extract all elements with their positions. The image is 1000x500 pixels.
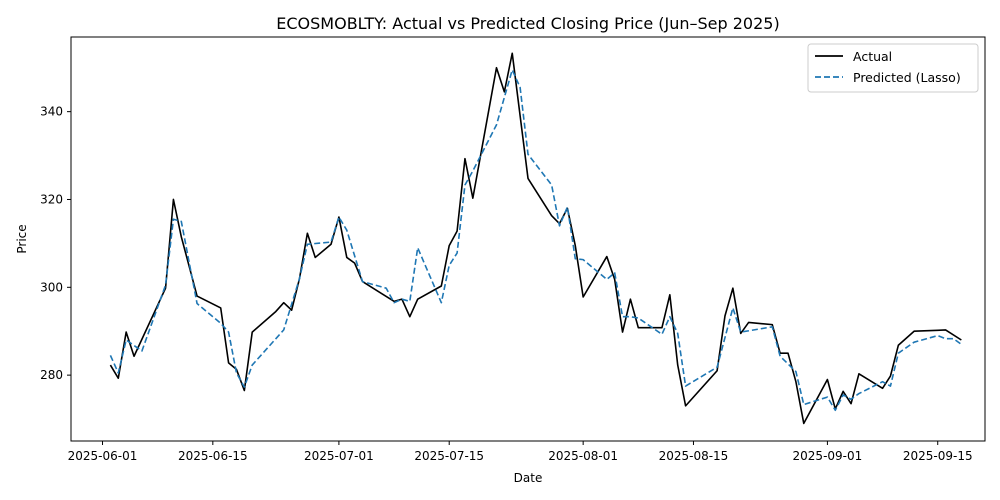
chart-title: ECOSMOBLTY: Actual vs Predicted Closing … (276, 14, 779, 33)
x-tick-label: 2025-08-01 (548, 449, 618, 463)
legend: Actual Predicted (Lasso) (807, 43, 979, 93)
x-tick-label: 2025-09-15 (903, 449, 973, 463)
y-tick-label: 340 (40, 105, 63, 119)
x-axis: 2025-06-01 2025-06-15 2025-07-01 2025-07-15… (68, 441, 973, 463)
axes-frame (70, 36, 986, 442)
series-line-predicted (109, 69, 962, 412)
x-tick-label: 2025-06-15 (178, 449, 248, 463)
y-tick-label: 280 (40, 368, 63, 382)
x-tick-label: 2025-07-15 (414, 449, 484, 463)
y-axis-label: Price (15, 224, 29, 253)
x-tick-label: 2025-07-01 (304, 449, 374, 463)
plot-area (109, 52, 962, 425)
y-axis: 280 300 320 340 (40, 105, 71, 382)
x-tick-label: 2025-09-01 (793, 449, 863, 463)
series-line-actual (109, 52, 962, 425)
y-tick-label: 320 (40, 192, 63, 206)
legend-label-actual: Actual (853, 49, 892, 64)
y-tick-label: 300 (40, 280, 63, 294)
x-axis-label: Date (514, 471, 543, 485)
legend-label-predicted: Predicted (Lasso) (853, 70, 961, 85)
legend-box (807, 43, 979, 93)
x-tick-label: 2025-06-01 (68, 449, 138, 463)
x-tick-label: 2025-08-15 (659, 449, 729, 463)
